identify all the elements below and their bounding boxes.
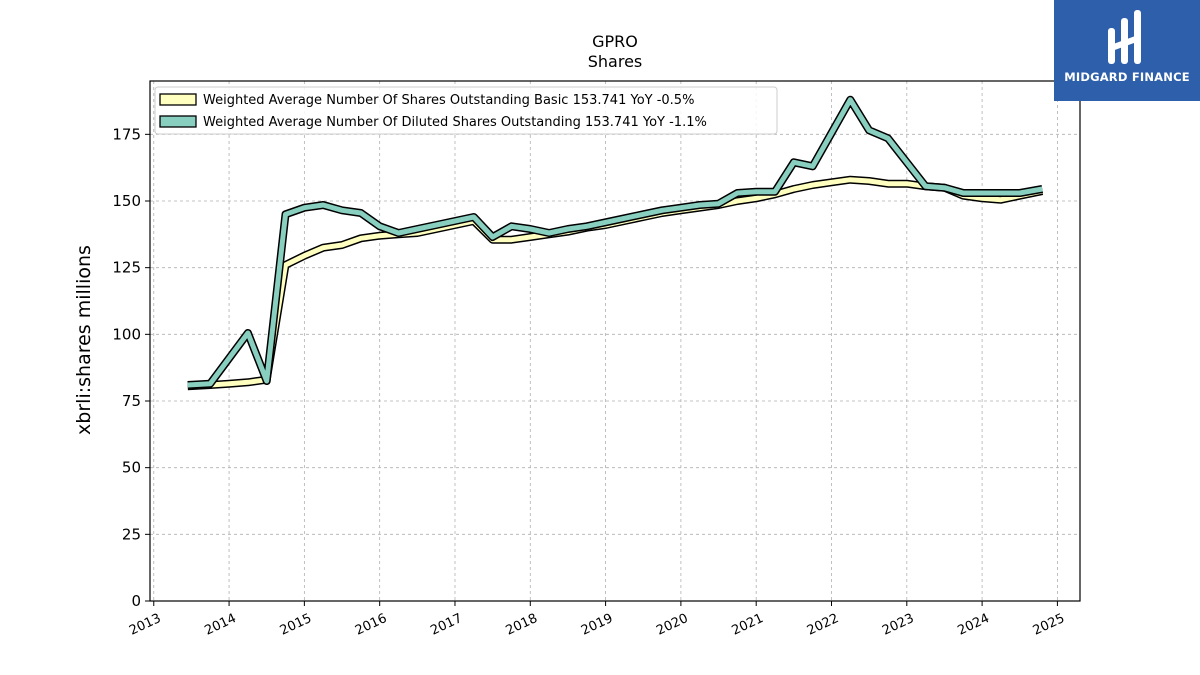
series-outline-0 xyxy=(187,175,1044,391)
y-tick-label: 50 xyxy=(122,459,141,477)
x-tick-label: 2022 xyxy=(805,611,841,639)
series-line-0 xyxy=(187,177,1043,389)
legend-box xyxy=(154,86,778,135)
y-axis: 0 25 50 75 100 125 150 175 xyxy=(112,125,150,610)
midgard-finance-logo: MIDGARD FINANCE xyxy=(1054,0,1200,101)
x-axis: 2013 2014 2015 2016 2017 2018 2019 2020 2021 2022… xyxy=(127,601,1067,639)
logo-text: MIDGARD FINANCE xyxy=(1064,70,1190,84)
y-tick-label: 125 xyxy=(112,259,141,277)
x-tick-label: 2020 xyxy=(654,611,690,639)
x-tick-label: 2023 xyxy=(880,611,916,639)
y-tick-label: 150 xyxy=(112,192,141,210)
y-tick-label: 25 xyxy=(122,525,141,543)
x-tick-label: 2025 xyxy=(1031,611,1067,639)
series-lines xyxy=(187,95,1044,391)
legend-label-diluted: Weighted Average Number Of Diluted Share… xyxy=(203,115,707,130)
y-tick-label: 75 xyxy=(122,392,141,410)
series-line-1 xyxy=(187,97,1043,388)
legend-swatch-diluted xyxy=(159,115,197,128)
x-tick-label: 2018 xyxy=(504,611,540,639)
x-tick-label: 2021 xyxy=(730,611,766,639)
gridlines xyxy=(150,81,1080,602)
series-outline-1 xyxy=(187,95,1044,389)
x-tick-label: 2024 xyxy=(955,611,991,639)
plot-area-frame xyxy=(149,80,1081,602)
y-tick-label: 0 xyxy=(131,592,141,610)
legend-swatch-basic xyxy=(159,93,197,106)
y-axis-label: xbrli:shares millions xyxy=(73,245,95,435)
x-tick-label: 2014 xyxy=(202,611,238,639)
x-tick-label: 2017 xyxy=(428,611,464,639)
chart-title: GPRO xyxy=(592,32,638,51)
y-tick-label: 175 xyxy=(112,125,141,143)
chart-subtitle: Shares xyxy=(588,52,643,71)
x-tick-label: 2019 xyxy=(579,611,615,639)
x-tick-label: 2015 xyxy=(278,611,314,639)
x-tick-label: 2016 xyxy=(353,611,389,639)
legend: Weighted Average Number Of Shares Outsta… xyxy=(154,86,778,135)
x-tick-label: 2013 xyxy=(127,611,163,639)
legend-label-basic: Weighted Average Number Of Shares Outsta… xyxy=(203,93,694,108)
y-tick-label: 100 xyxy=(112,325,141,343)
midgard-logo-icon xyxy=(1108,10,1141,64)
